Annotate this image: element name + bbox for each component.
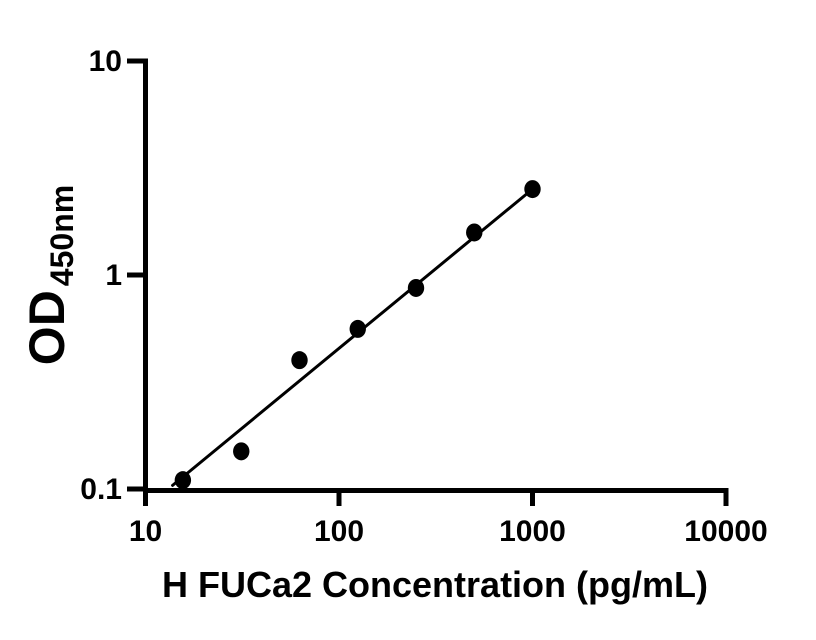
x-tick-label: 10000 xyxy=(684,515,767,548)
data-point xyxy=(174,471,192,490)
x-tick-label: 1000 xyxy=(499,515,566,548)
x-axis-ticks: 10 100 1000 10000 xyxy=(129,488,768,548)
data-point xyxy=(466,223,483,242)
y-axis-title-subscript: 450nm xyxy=(44,185,80,286)
x-axis-title: H FUCa2 Concentration (pg/mL) xyxy=(162,564,708,605)
data-point xyxy=(233,442,250,461)
data-point xyxy=(407,278,425,297)
y-axis-title-main: OD xyxy=(19,290,75,365)
data-point xyxy=(524,180,541,199)
axes xyxy=(143,58,728,506)
y-axis-title: OD 450nm xyxy=(19,185,80,365)
y-tick-label: 0.1 xyxy=(80,473,122,506)
x-tick-label: 100 xyxy=(314,515,364,548)
data-point xyxy=(291,351,308,370)
y-tick-label: 1 xyxy=(105,259,122,292)
data-point xyxy=(349,319,366,338)
y-axis-ticks: 10 1 0.1 xyxy=(80,45,148,506)
x-tick-label: 10 xyxy=(129,515,162,548)
data-series xyxy=(171,180,541,490)
y-tick-label: 10 xyxy=(89,45,122,78)
